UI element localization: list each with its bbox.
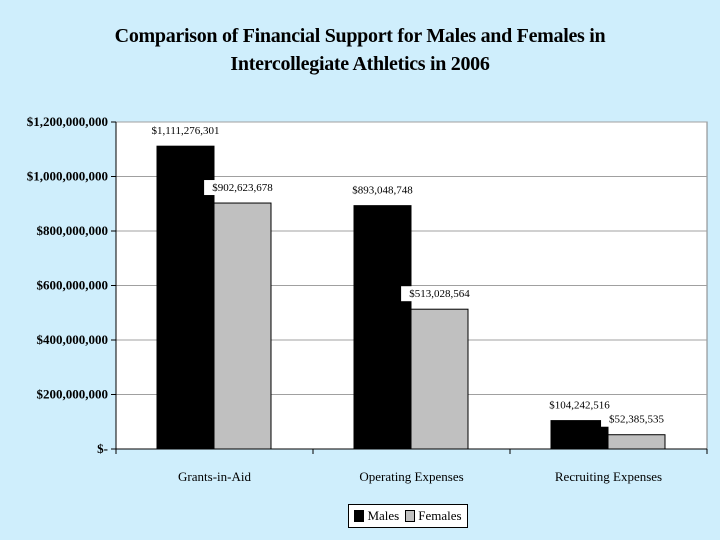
y-tick-label: $600,000,000 xyxy=(37,278,109,293)
data-label-bg xyxy=(204,180,281,196)
data-label: $893,048,748 xyxy=(352,185,413,197)
legend-item-males: Males xyxy=(354,508,399,524)
chart-title-line-1: Comparison of Financial Support for Male… xyxy=(114,25,606,47)
bars xyxy=(156,145,666,450)
legend-label-females: Females xyxy=(418,508,462,523)
data-label-bg xyxy=(401,286,478,302)
data-label-bg xyxy=(344,182,421,198)
bar-males xyxy=(353,205,412,450)
legend-item-females: Females xyxy=(405,508,462,524)
y-tick-label: $- xyxy=(97,441,108,456)
data-label: $52,385,535 xyxy=(609,414,665,426)
bar-females xyxy=(410,308,469,450)
data-label: $513,028,564 xyxy=(409,288,470,300)
y-tick-label: $1,200,000,000 xyxy=(27,114,108,129)
data-label-bg xyxy=(541,397,618,413)
chart-title: Comparison of Financial Support for Male… xyxy=(60,22,660,78)
data-label: $104,242,516 xyxy=(549,400,610,412)
data-label: $902,623,678 xyxy=(212,182,273,194)
bar-females xyxy=(213,202,272,450)
bar-males xyxy=(550,420,609,450)
legend: Males Females xyxy=(348,504,468,528)
legend-swatch-males xyxy=(354,510,365,522)
data-label-bg xyxy=(141,123,230,139)
bar-females xyxy=(607,434,666,450)
y-tick-label: $1,000,000,000 xyxy=(27,169,108,184)
data-label: $1,111,276,301 xyxy=(152,125,220,137)
legend-label-males: Males xyxy=(367,508,400,523)
bar-males xyxy=(156,145,215,450)
axes: $- $200,000,000 $400,000,000 $600,000,000 $8… xyxy=(27,114,708,484)
y-tick-label: $200,000,000 xyxy=(37,387,109,402)
y-tick-label: $800,000,000 xyxy=(37,223,109,238)
chart-title-line-2: Intercollegiate Athletics in 2006 xyxy=(230,53,490,75)
x-tick-label: Recruiting Expenses xyxy=(555,469,662,484)
legend-swatch-females xyxy=(405,510,416,522)
x-tick-label: Operating Expenses xyxy=(359,469,463,484)
x-tick-label: Grants-in-Aid xyxy=(178,469,251,484)
data-labels: $1,111,276,301 $893,048,748 $104,242,516 $9… xyxy=(141,123,672,427)
data-label-bg xyxy=(601,411,672,427)
y-tick-label: $400,000,000 xyxy=(37,332,109,347)
